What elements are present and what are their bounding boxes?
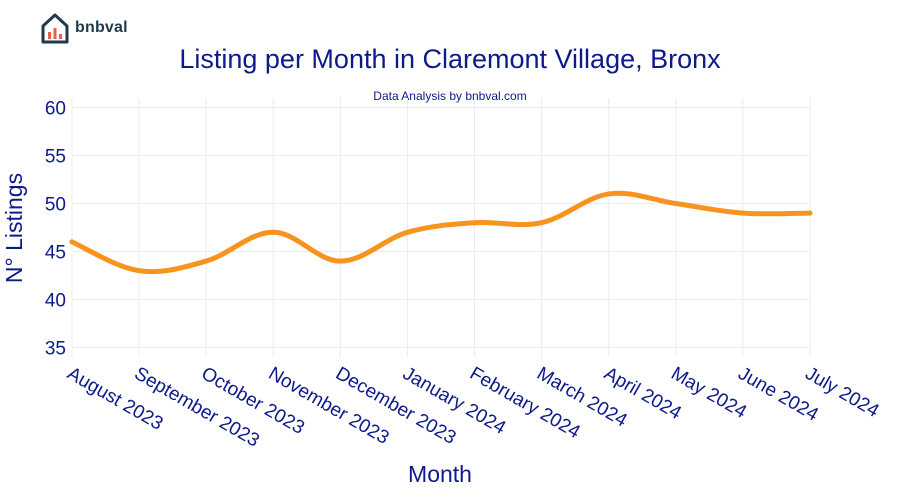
chart-title: Listing per Month in Claremont Village, … (179, 44, 721, 74)
y-tick-labels: 35 40 45 50 55 60 (45, 99, 66, 360)
brand-name: bnbval (75, 19, 128, 36)
y-tick-label: 55 (45, 147, 66, 168)
data-point (69, 239, 75, 245)
data-point (472, 220, 478, 226)
series-line (69, 190, 813, 275)
data-point (270, 229, 276, 235)
data-point (337, 258, 343, 264)
y-axis-label: N° Listings (1, 173, 27, 283)
data-point (203, 258, 209, 264)
data-point (606, 191, 612, 197)
chart-subtitle: Data Analysis by bnbval.com (373, 89, 527, 103)
data-point (136, 268, 142, 274)
data-point (740, 210, 746, 216)
y-tick-label: 40 (45, 290, 66, 311)
data-point (404, 229, 410, 235)
y-tick-label: 60 (45, 99, 66, 120)
x-axis-label: Month (408, 461, 472, 487)
data-points (69, 191, 813, 274)
data-point (539, 220, 545, 226)
house-chart-icon (41, 13, 69, 44)
data-point (673, 201, 679, 207)
y-tick-label: 50 (45, 195, 66, 216)
y-tick-label: 35 (45, 338, 66, 359)
brand-logo: bnbval (40, 12, 128, 44)
grid-lines (71, 98, 811, 357)
y-tick-label: 45 (45, 242, 66, 263)
data-point (807, 210, 813, 216)
